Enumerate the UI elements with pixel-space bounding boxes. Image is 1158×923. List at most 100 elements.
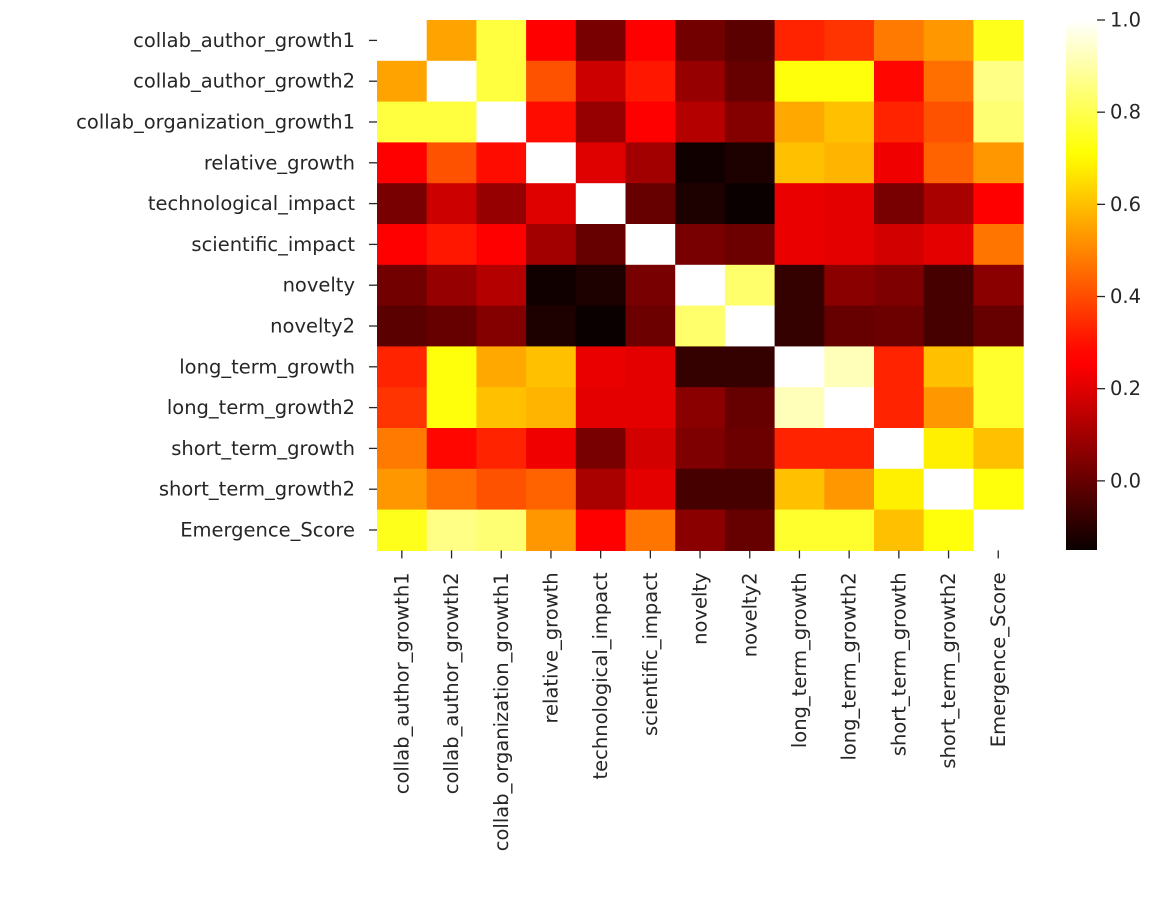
heatmap-cell: [973, 264, 1024, 307]
heatmap-cell: [675, 428, 726, 470]
heatmap-cell: [973, 20, 1024, 62]
heatmap-cell: [774, 142, 825, 184]
heatmap-cell: [923, 346, 974, 388]
heatmap-cell: [426, 224, 477, 266]
heatmap-cell: [774, 468, 825, 511]
heatmap-cell: [377, 142, 428, 184]
heatmap-cell: [526, 387, 577, 429]
row-label: collab_author_growth2: [133, 70, 355, 93]
row-label: short_term_growth2: [159, 478, 355, 501]
heatmap-cell: [426, 428, 477, 470]
heatmap-cell: [675, 305, 726, 347]
column-label: short_term_growth: [887, 572, 910, 756]
heatmap-cell: [724, 142, 776, 184]
heatmap-cell: [476, 509, 527, 551]
column-label: relative_growth: [539, 572, 562, 723]
heatmap-cell: [973, 224, 1024, 266]
colorbar-tick-label: 0.2: [1110, 377, 1141, 400]
heatmap-cell: [575, 387, 627, 429]
heatmap-cell: [774, 101, 825, 143]
heatmap-cell: [377, 509, 428, 551]
heatmap-cell: [724, 428, 776, 470]
heatmap-cell: [426, 60, 477, 103]
heatmap-cell: [575, 264, 627, 307]
heatmap-cell: [575, 20, 627, 62]
heatmap-cells: [377, 20, 1024, 551]
heatmap-cell: [724, 224, 776, 266]
heatmap-cell: [675, 60, 726, 103]
row-label: short_term_growth: [171, 437, 355, 460]
heatmap-cell: [625, 60, 676, 103]
column-label: collab_author_growth1: [390, 572, 413, 794]
heatmap-cell: [377, 20, 428, 62]
heatmap-cell: [874, 264, 925, 307]
heatmap-cell: [774, 224, 825, 266]
heatmap-cell: [724, 60, 776, 103]
heatmap-cell: [973, 60, 1024, 103]
heatmap-cell: [476, 428, 527, 470]
column-labels: collab_author_growth1 collab_author_growt…: [390, 550, 1010, 851]
heatmap-cell: [476, 264, 527, 307]
heatmap-cell: [874, 387, 925, 429]
heatmap-cell: [824, 183, 875, 225]
heatmap-cell: [526, 264, 577, 307]
row-label: long_term_growth2: [167, 396, 355, 419]
heatmap-cell: [874, 428, 925, 470]
heatmap-cell: [377, 428, 428, 470]
heatmap-cell: [973, 346, 1024, 388]
heatmap-cell: [526, 183, 577, 225]
heatmap-cell: [874, 468, 925, 511]
heatmap-cell: [824, 224, 875, 266]
heatmap-cell: [923, 20, 974, 62]
heatmap-cell: [575, 101, 627, 143]
heatmap-cell: [526, 428, 577, 470]
heatmap-cell: [973, 142, 1024, 184]
heatmap-cell: [426, 509, 477, 551]
heatmap-cell: [724, 468, 776, 511]
row-labels: collab_author_growth1 collab_author_growt…: [76, 29, 377, 542]
heatmap-cell: [923, 428, 974, 470]
colorbar-tick-label: 0.6: [1110, 193, 1141, 216]
heatmap-cell: [426, 346, 477, 388]
heatmap-cell: [476, 142, 527, 184]
heatmap-cell: [625, 387, 676, 429]
heatmap-cell: [824, 468, 875, 511]
heatmap-cell: [774, 509, 825, 551]
heatmap-cell: [724, 101, 776, 143]
heatmap-cell: [426, 142, 477, 184]
heatmap-cell: [476, 20, 527, 62]
heatmap-cell: [675, 509, 726, 551]
heatmap-cell: [724, 183, 776, 225]
heatmap-cell: [774, 346, 825, 388]
heatmap-cell: [824, 264, 875, 307]
heatmap-cell: [426, 101, 477, 143]
heatmap-cell: [724, 20, 776, 62]
heatmap-cell: [377, 264, 428, 307]
column-label: Emergence_Score: [987, 572, 1010, 747]
heatmap-cell: [824, 428, 875, 470]
colorbar: [1066, 20, 1097, 550]
heatmap-cell: [377, 346, 428, 388]
heatmap-cell: [377, 224, 428, 266]
heatmap-cell: [724, 264, 776, 307]
heatmap-cell: [625, 428, 676, 470]
heatmap-cell: [526, 346, 577, 388]
heatmap-cell: [973, 101, 1024, 143]
heatmap-cell: [973, 468, 1024, 511]
heatmap-cell: [625, 264, 676, 307]
heatmap-cell: [774, 387, 825, 429]
column-label: novelty2: [738, 572, 761, 657]
heatmap-cell: [476, 468, 527, 511]
heatmap-cell: [526, 101, 577, 143]
heatmap-cell: [426, 387, 477, 429]
heatmap-cell: [625, 142, 676, 184]
heatmap-cell: [526, 468, 577, 511]
heatmap-cell: [724, 305, 776, 347]
heatmap-cell: [973, 387, 1024, 429]
heatmap-cell: [426, 305, 477, 347]
heatmap-cell: [724, 387, 776, 429]
heatmap-cell: [824, 346, 875, 388]
heatmap-cell: [874, 224, 925, 266]
heatmap-cell: [476, 387, 527, 429]
